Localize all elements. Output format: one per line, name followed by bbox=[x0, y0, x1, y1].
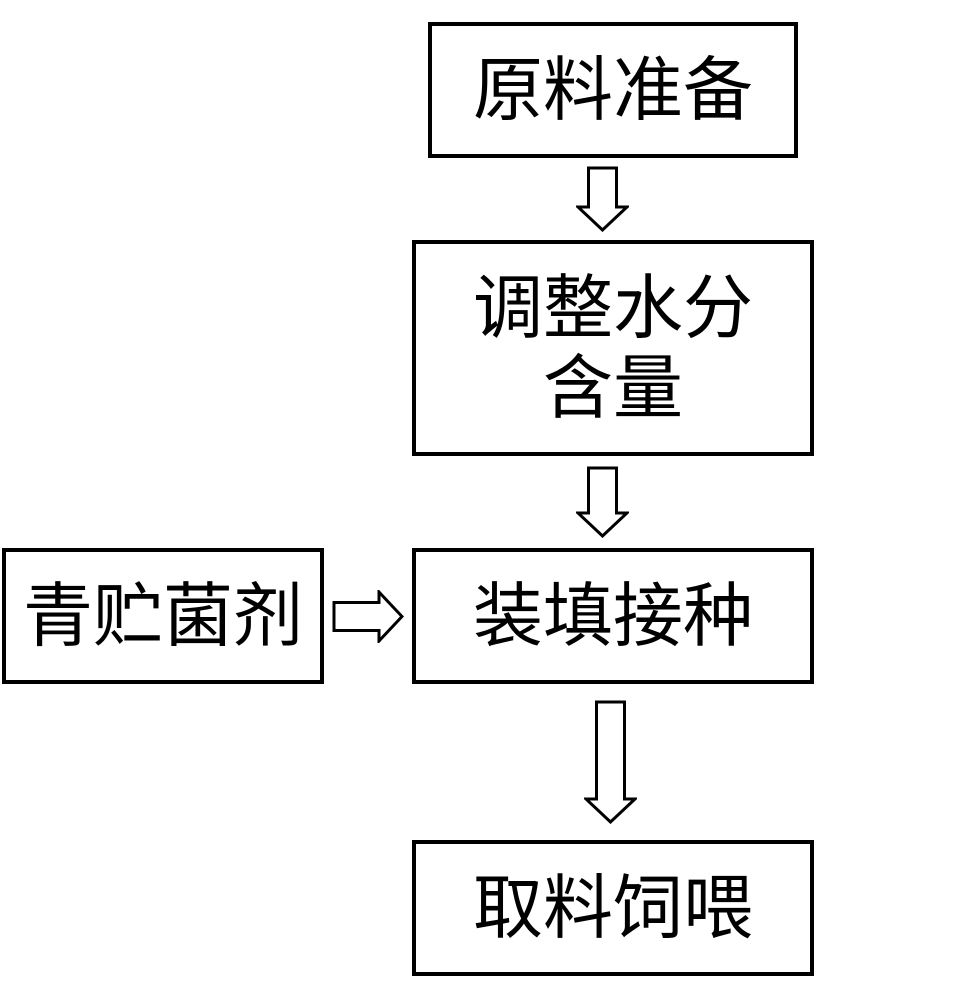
arrow-right-icon bbox=[332, 590, 404, 648]
flowchart-node-n5: 青贮菌剂 bbox=[2, 548, 324, 684]
arrow-down-icon bbox=[576, 466, 629, 543]
node-label: 调整水分 含量 bbox=[473, 268, 753, 429]
flowchart-node-n1: 原料准备 bbox=[428, 22, 798, 158]
node-label: 装填接种 bbox=[473, 576, 753, 657]
node-label: 原料准备 bbox=[473, 50, 753, 131]
arrow-down-icon bbox=[576, 166, 629, 237]
flowchart-node-n4: 取料饲喂 bbox=[412, 840, 814, 976]
flowchart-node-n2: 调整水分 含量 bbox=[412, 240, 814, 456]
node-label: 取料饲喂 bbox=[473, 868, 753, 949]
node-label: 青贮菌剂 bbox=[23, 576, 303, 657]
arrow-down-icon bbox=[584, 700, 637, 829]
flowchart-node-n3: 装填接种 bbox=[412, 548, 814, 684]
